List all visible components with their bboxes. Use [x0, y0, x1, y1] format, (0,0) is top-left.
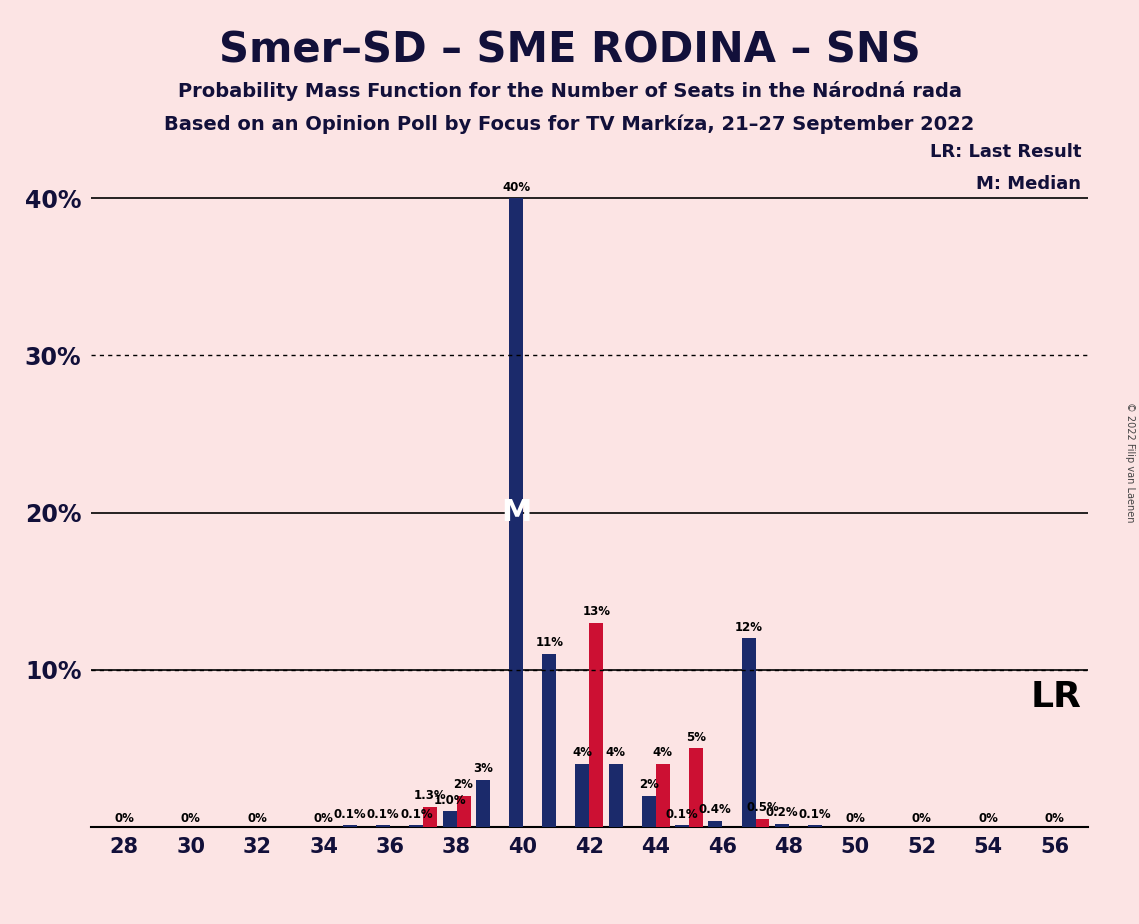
Text: 0.4%: 0.4%: [699, 803, 731, 816]
Text: 11%: 11%: [535, 637, 563, 650]
Bar: [775, 824, 788, 827]
Text: LR: Last Result: LR: Last Result: [929, 143, 1081, 161]
Text: 4%: 4%: [653, 747, 673, 760]
Bar: [741, 638, 755, 827]
Bar: [642, 796, 656, 827]
Text: 0.1%: 0.1%: [367, 808, 400, 821]
Bar: [476, 780, 490, 827]
Bar: [409, 825, 424, 827]
Text: 3%: 3%: [473, 762, 493, 775]
Text: 5%: 5%: [686, 731, 706, 744]
Text: 0.2%: 0.2%: [765, 806, 798, 819]
Text: Smer–SD – SME RODINA – SNS: Smer–SD – SME RODINA – SNS: [219, 30, 920, 71]
Bar: [656, 764, 670, 827]
Text: 0%: 0%: [911, 812, 932, 825]
Text: 2%: 2%: [453, 778, 474, 791]
Text: 0.5%: 0.5%: [746, 801, 779, 814]
Bar: [443, 811, 457, 827]
Text: © 2022 Filip van Laenen: © 2022 Filip van Laenen: [1125, 402, 1134, 522]
Bar: [755, 819, 770, 827]
Bar: [424, 807, 437, 827]
Text: 4%: 4%: [606, 747, 625, 760]
Text: 4%: 4%: [573, 747, 592, 760]
Text: 1.3%: 1.3%: [413, 789, 446, 802]
Text: 0.1%: 0.1%: [798, 808, 831, 821]
Text: 12%: 12%: [735, 621, 762, 634]
Text: M: M: [501, 498, 531, 527]
Text: 0%: 0%: [978, 812, 998, 825]
Text: 0.1%: 0.1%: [666, 808, 698, 821]
Bar: [689, 748, 703, 827]
Text: Probability Mass Function for the Number of Seats in the Národná rada: Probability Mass Function for the Number…: [178, 81, 961, 102]
Bar: [708, 821, 722, 827]
Text: 0%: 0%: [181, 812, 200, 825]
Bar: [457, 796, 470, 827]
Bar: [675, 825, 689, 827]
Text: 2%: 2%: [639, 778, 658, 791]
Bar: [343, 825, 357, 827]
Bar: [590, 623, 604, 827]
Bar: [608, 764, 623, 827]
Text: 0.1%: 0.1%: [400, 808, 433, 821]
Text: 0%: 0%: [114, 812, 134, 825]
Bar: [575, 764, 590, 827]
Text: 0%: 0%: [247, 812, 268, 825]
Text: 0%: 0%: [313, 812, 334, 825]
Text: Based on an Opinion Poll by Focus for TV Markíza, 21–27 September 2022: Based on an Opinion Poll by Focus for TV…: [164, 115, 975, 134]
Text: 1.0%: 1.0%: [433, 794, 466, 807]
Text: 0%: 0%: [1044, 812, 1065, 825]
Text: LR: LR: [1031, 679, 1081, 713]
Bar: [509, 199, 523, 827]
Text: M: Median: M: Median: [976, 175, 1081, 193]
Text: 0%: 0%: [845, 812, 866, 825]
Bar: [542, 654, 556, 827]
Bar: [376, 825, 391, 827]
Text: 0.1%: 0.1%: [334, 808, 367, 821]
Bar: [808, 825, 822, 827]
Text: 13%: 13%: [582, 605, 611, 618]
Text: 40%: 40%: [502, 180, 530, 193]
